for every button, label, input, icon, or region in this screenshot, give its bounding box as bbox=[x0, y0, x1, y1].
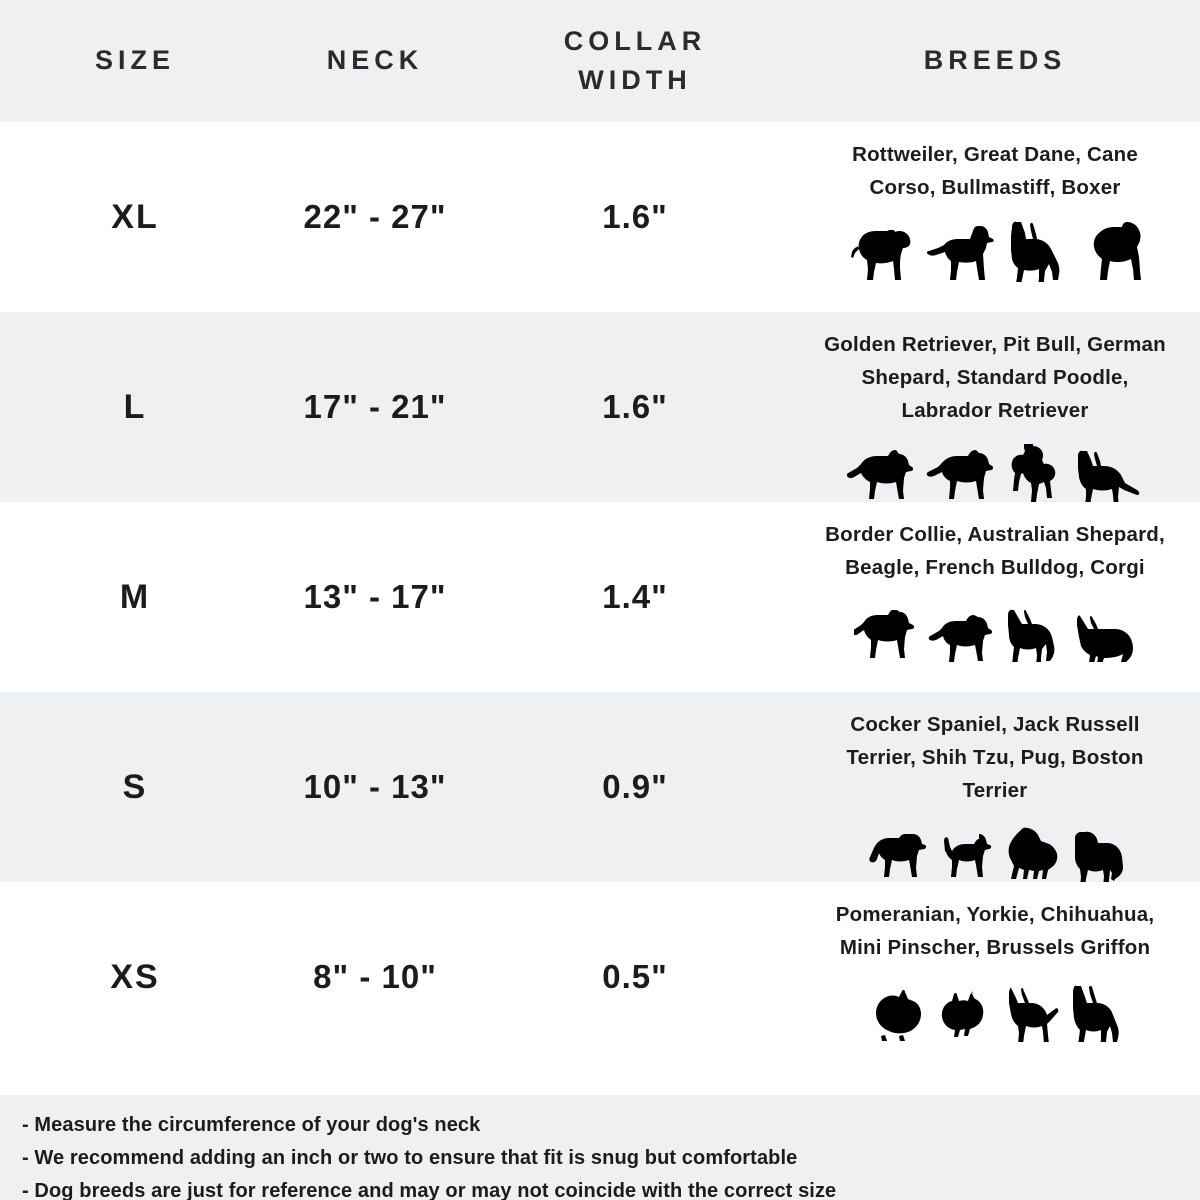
neck-value: 8" - 10" bbox=[313, 958, 437, 995]
collar-width-value: 1.6" bbox=[602, 198, 668, 235]
neck-value: 13" - 17" bbox=[303, 578, 447, 615]
poodle-icon bbox=[1011, 444, 1056, 502]
column-header-neck: NECK bbox=[326, 45, 424, 76]
breeds-cell: Cocker Spaniel, Jack Russell Terrier, Sh… bbox=[790, 692, 1200, 882]
collar-width-value: 1.4" bbox=[602, 578, 668, 615]
great-dane-icon bbox=[926, 226, 994, 281]
breeds-value: Cocker Spaniel, Jack Russell Terrier, Sh… bbox=[846, 713, 1144, 803]
table-row: S 10" - 13" 0.9" Cocker Spaniel, Jack Ru… bbox=[0, 692, 1200, 882]
size-value: M bbox=[119, 577, 151, 616]
chihuahua-icon bbox=[1009, 987, 1059, 1043]
neck-value: 22" - 27" bbox=[303, 198, 447, 235]
dog-silhouette-strip bbox=[854, 590, 1136, 663]
column-header-collar-width: COLLAR WIDTH bbox=[480, 22, 790, 100]
pomeranian-icon bbox=[876, 990, 921, 1042]
note-item: - Measure the circumference of your dog'… bbox=[22, 1114, 481, 1136]
table-row: L 17" - 21" 1.6" Golden Retriever, Pit B… bbox=[0, 312, 1200, 502]
collar-width-value: 0.9" bbox=[602, 768, 668, 805]
collar-width-line1: COLLAR bbox=[563, 25, 707, 56]
size-value: S bbox=[122, 767, 148, 806]
breeds-value: Rottweiler, Great Dane, Cane Corso, Bull… bbox=[852, 143, 1138, 200]
collar-width-value: 1.6" bbox=[602, 388, 668, 425]
breeds-value: Golden Retriever, Pit Bull, German Shepa… bbox=[824, 333, 1166, 423]
jack-russell-icon bbox=[944, 834, 992, 877]
yorkie-icon bbox=[941, 991, 984, 1038]
column-header-breeds: BREEDS bbox=[923, 45, 1067, 76]
shih-tzu-icon bbox=[1008, 827, 1058, 879]
german-shepherd-icon bbox=[1078, 450, 1140, 502]
mini-pinscher-icon bbox=[1073, 985, 1119, 1043]
breeds-cell: Rottweiler, Great Dane, Cane Corso, Bull… bbox=[790, 122, 1200, 312]
labrador-icon bbox=[926, 450, 994, 499]
breeds-cell: Pomeranian, Yorkie, Chihuahua, Mini Pins… bbox=[790, 882, 1200, 1072]
collar-width-line2: WIDTH bbox=[578, 65, 692, 95]
collar-width-value: 0.5" bbox=[602, 958, 668, 995]
table-header-row: SIZE NECK COLLAR WIDTH BREEDS bbox=[0, 0, 1200, 122]
pug-icon bbox=[1075, 831, 1123, 882]
corgi-icon bbox=[1077, 615, 1133, 663]
cocker-spaniel-icon bbox=[869, 834, 927, 877]
note-item: - We recommend adding an inch or two to … bbox=[22, 1147, 798, 1169]
table-row: XL 22" - 27" 1.6" Rottweiler, Great Dane… bbox=[0, 122, 1200, 312]
dog-silhouette-strip bbox=[847, 434, 1143, 502]
rottweiler-icon bbox=[851, 230, 911, 281]
dog-silhouette-strip bbox=[841, 210, 1149, 283]
neck-value: 10" - 13" bbox=[303, 768, 447, 805]
size-value: XS bbox=[110, 957, 160, 996]
french-bulldog-icon bbox=[1008, 610, 1055, 663]
note-item: - Dog breeds are just for reference and … bbox=[22, 1180, 837, 1200]
dog-silhouette-strip bbox=[865, 814, 1125, 882]
table-row: XS 8" - 10" 0.5" Pomeranian, Yorkie, Chi… bbox=[0, 882, 1200, 1072]
footer-notes: - Measure the circumference of your dog'… bbox=[0, 1095, 1200, 1200]
beagle-icon bbox=[928, 615, 993, 663]
doberman-icon bbox=[1011, 222, 1060, 283]
bullmastiff-icon bbox=[1093, 222, 1141, 281]
golden-retriever-icon bbox=[847, 450, 914, 499]
breeds-cell: Border Collie, Australian Shepard, Beagl… bbox=[790, 502, 1200, 692]
column-header-size: SIZE bbox=[94, 45, 175, 76]
breeds-value: Pomeranian, Yorkie, Chihuahua, Mini Pins… bbox=[835, 903, 1155, 960]
border-collie-icon bbox=[854, 610, 915, 659]
breeds-value: Border Collie, Australian Shepard, Beagl… bbox=[825, 523, 1165, 580]
size-value: L bbox=[123, 387, 147, 426]
breeds-cell: Golden Retriever, Pit Bull, German Shepa… bbox=[790, 312, 1200, 502]
dog-silhouette-strip bbox=[865, 970, 1125, 1043]
size-value: XL bbox=[111, 197, 159, 236]
table-row: M 13" - 17" 1.4" Border Collie, Australi… bbox=[0, 502, 1200, 692]
neck-value: 17" - 21" bbox=[303, 388, 447, 425]
